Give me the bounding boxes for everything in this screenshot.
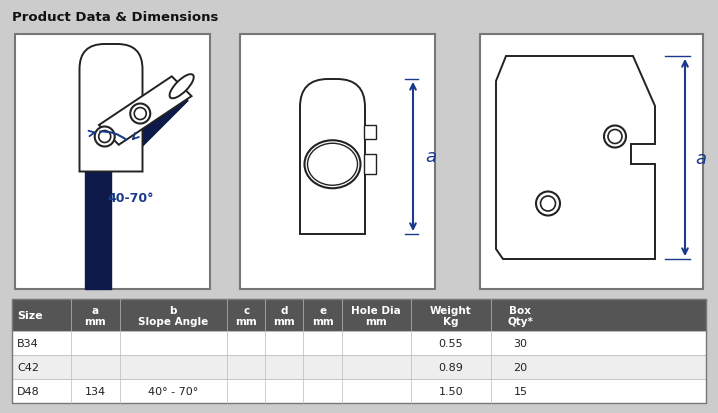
Text: mm: mm xyxy=(236,316,257,326)
Bar xyxy=(240,35,435,289)
Text: b: b xyxy=(169,305,177,315)
Text: mm: mm xyxy=(274,316,295,326)
PathPatch shape xyxy=(300,80,365,235)
Text: Hole Dia: Hole Dia xyxy=(352,305,401,315)
Text: Kg: Kg xyxy=(443,316,459,326)
Bar xyxy=(12,299,706,331)
Text: d: d xyxy=(281,305,288,315)
Text: Slope Angle: Slope Angle xyxy=(139,316,208,326)
Text: Product Data & Dimensions: Product Data & Dimensions xyxy=(12,11,218,24)
Text: 40-70°: 40-70° xyxy=(108,192,154,205)
Bar xyxy=(480,35,703,289)
Bar xyxy=(12,331,706,355)
Bar xyxy=(364,126,376,140)
Bar xyxy=(15,35,210,289)
Polygon shape xyxy=(99,77,192,145)
Text: C42: C42 xyxy=(17,362,39,372)
Bar xyxy=(12,355,706,379)
Circle shape xyxy=(541,197,556,211)
Text: 40° - 70°: 40° - 70° xyxy=(148,386,198,396)
Text: 15: 15 xyxy=(513,386,527,396)
Text: e: e xyxy=(319,305,326,315)
Text: D48: D48 xyxy=(17,386,39,396)
Text: a: a xyxy=(92,305,99,315)
Text: a: a xyxy=(695,149,706,167)
Ellipse shape xyxy=(307,144,358,186)
Text: Qty*: Qty* xyxy=(508,316,533,326)
Bar xyxy=(85,152,111,289)
Text: 1.50: 1.50 xyxy=(439,386,463,396)
Bar xyxy=(12,379,706,403)
Text: 0.55: 0.55 xyxy=(439,338,463,348)
Text: Box: Box xyxy=(509,305,531,315)
Text: B34: B34 xyxy=(17,338,39,348)
Text: mm: mm xyxy=(312,316,333,326)
Text: 134: 134 xyxy=(85,386,106,396)
Polygon shape xyxy=(98,82,188,172)
PathPatch shape xyxy=(496,57,655,259)
Text: 0.89: 0.89 xyxy=(439,362,463,372)
Text: mm: mm xyxy=(85,316,106,326)
Bar xyxy=(12,299,706,403)
Circle shape xyxy=(604,126,626,148)
Text: 20: 20 xyxy=(513,362,528,372)
Ellipse shape xyxy=(304,141,360,189)
Text: a: a xyxy=(425,148,436,166)
Circle shape xyxy=(536,192,560,216)
Text: Size: Size xyxy=(17,310,42,320)
Circle shape xyxy=(130,104,150,124)
Text: c: c xyxy=(243,305,249,315)
PathPatch shape xyxy=(80,45,142,172)
Circle shape xyxy=(134,108,146,120)
Circle shape xyxy=(608,130,622,144)
Circle shape xyxy=(95,127,115,147)
Text: mm: mm xyxy=(365,316,387,326)
Text: 30: 30 xyxy=(513,338,527,348)
Ellipse shape xyxy=(169,75,194,99)
Circle shape xyxy=(98,131,111,143)
Bar xyxy=(364,155,376,175)
Text: Weight: Weight xyxy=(430,305,472,315)
